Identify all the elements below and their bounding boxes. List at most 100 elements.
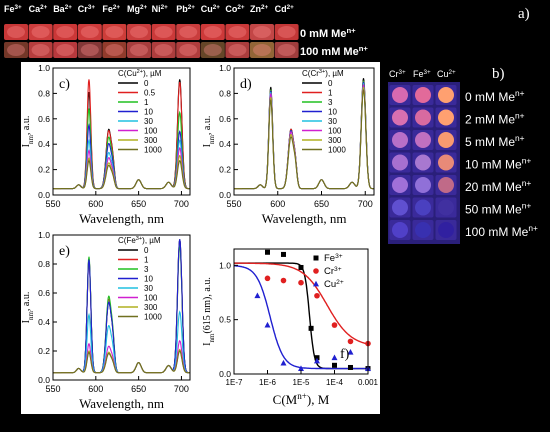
well-glow [130,44,148,56]
x-tick-label: 650 [131,384,146,394]
well [392,132,408,148]
ion-label: Mg2+ [127,4,148,15]
row-label: 50 mM Men+ [465,201,531,217]
well [438,177,454,193]
text-span: Fe [324,253,335,264]
text-span: 2+ [140,4,148,11]
well [392,154,408,171]
panel-letter: f) [340,347,350,362]
text-span: Co [225,4,237,14]
well [274,42,299,58]
well [151,24,176,40]
well [438,87,454,103]
panel-a-letter: a) [518,6,530,22]
text-span: n+ [515,133,525,143]
y-tick-label: 0.8 [219,88,231,98]
series-line [53,350,190,374]
text-span: , a.u. [21,116,32,135]
well-glow [277,26,296,38]
panel-b-letter: b) [492,66,505,82]
x-tick-label: 550 [226,199,241,209]
ion-label: Co2+ [225,4,245,15]
y-tick-label: 0.0 [219,190,231,200]
chart-panel-f: 1E-7 1E-6 1E-5 1E-4 0.001 0.0 0.5 1.0 C(Mn+), M I… [196,229,380,414]
well [392,222,408,238]
text-span: 2+ [137,69,143,75]
y-tick-label: 0.4 [38,139,50,149]
well-glow [56,26,75,38]
y-tick-label: 1.0 [38,230,50,240]
ion-label: Cd2+ [275,4,295,15]
text-span: Ba [53,4,65,14]
y-tick-label: 0.4 [38,317,50,327]
well [415,177,431,193]
text-span: Zn [250,4,261,14]
chart-panel-d: 550 600 650 700 0.0 0.2 0.4 0.6 0.8 1.0 Wavelength… [202,62,380,229]
text-span: 3+ [424,69,432,76]
row-label: 10 mM Men+ [465,156,531,172]
row-label: 2 mM Men+ [465,111,525,127]
text-span: 3+ [136,236,142,242]
x-tick-label: 600 [88,384,103,394]
series-line [53,159,190,190]
legend-label: 30 [144,284,153,293]
well-glow [7,26,25,38]
y-tick-label: 0.6 [38,114,50,124]
ion-label: Pb2+ [176,4,195,15]
ion-label: Ba2+ [53,4,72,15]
text-span: ), M [307,392,330,407]
well-glow [253,26,271,38]
text-span: 2 mM Me [465,113,515,127]
legend-label: 1 [144,98,149,107]
x-tick-label: 550 [45,384,60,394]
fit-curve [234,262,369,345]
well-glow [277,44,296,56]
legend-label: 30 [328,117,337,126]
well [438,132,454,148]
y-axis-label: Inm(615 nm), a.u. [202,277,216,346]
y-tick-label: 0.5 [219,315,231,325]
well [415,222,431,238]
text-span: 20 mM Me [465,180,522,194]
legend-label: 1000 [144,313,162,322]
data-point [264,275,271,282]
panel-letter: e) [59,244,70,259]
text-span: Ca [29,4,41,14]
well-glow [203,26,222,38]
text-span: ), µM [325,69,344,78]
well [4,42,28,58]
legend-marker [313,255,319,261]
data-point [298,365,304,371]
text-span: I [21,144,32,147]
well-glow [31,26,50,38]
text-span: ), µM [143,69,162,78]
legend-title: C(Cr3+), µM [302,69,344,78]
well [438,222,454,238]
text-span: 2+ [65,4,73,11]
x-tick-label: 600 [88,199,103,209]
text-span: ), µM [142,236,161,245]
text-span: 50 mM Me [465,203,522,217]
text-span: Fe [413,69,424,79]
y-axis-label: Inm, a.u. [202,116,216,148]
text-span: 2+ [188,4,196,11]
y-tick-label: 0.4 [219,139,231,149]
text-span: 3+ [399,69,407,76]
data-point [254,292,261,299]
text-span: C(M [273,392,298,407]
well [53,24,78,40]
x-tick-label: 1E-5 [293,378,310,387]
x-tick-label: 550 [45,199,60,209]
text-span: Pb [176,4,188,14]
x-tick-label: 700 [358,199,373,209]
legend-label: 100 [144,294,158,303]
well [438,154,454,171]
chart-panel-c: 550 600 650 700 0.0 0.2 0.4 0.6 0.8 1.0 Wavelength… [21,62,196,229]
well [415,87,431,103]
row-label: 0 mM Men+ [465,88,525,104]
series-line [234,89,374,190]
y-tick-label: 0.8 [38,259,50,269]
well-glow [7,44,25,56]
x-tick-label: 0.001 [358,378,379,387]
y-tick-label: 0.0 [38,375,50,385]
